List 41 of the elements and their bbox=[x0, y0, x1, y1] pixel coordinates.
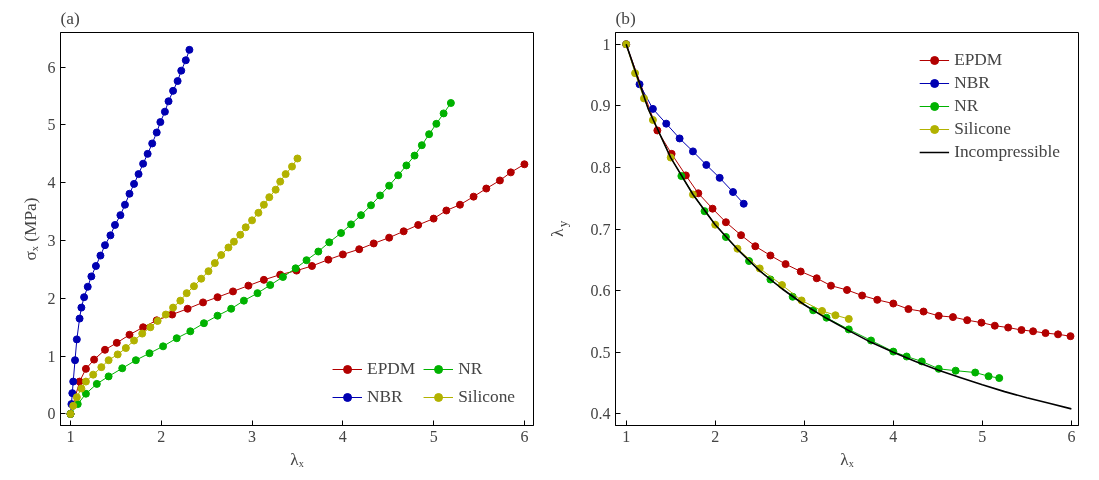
y-tick-label: 0.5 bbox=[590, 343, 611, 361]
x-tick-label: 3 bbox=[248, 427, 257, 445]
x-tick-label: 3 bbox=[800, 427, 809, 445]
legend-label: EPDM bbox=[954, 50, 1003, 70]
y-tick-label: 0.6 bbox=[590, 282, 611, 300]
x-tick-label: 5 bbox=[429, 427, 438, 445]
x-tick-label: 2 bbox=[711, 427, 720, 445]
y-tick-label: 1 bbox=[47, 347, 56, 365]
y-tick-label: 1 bbox=[602, 35, 611, 53]
y-tick-label: 3 bbox=[47, 232, 56, 250]
legend-label: Incompressible bbox=[954, 142, 1060, 162]
x-tick-label: 2 bbox=[157, 427, 166, 445]
legend-label: Silicone bbox=[458, 387, 515, 407]
y-tick-label: 0.4 bbox=[590, 405, 611, 423]
y-tick-label: 0.7 bbox=[590, 220, 611, 238]
x-tick-label: 1 bbox=[66, 427, 75, 445]
y-axis-title: λy bbox=[548, 220, 570, 237]
x-tick-label: 6 bbox=[1067, 427, 1076, 445]
x-tick-label: 5 bbox=[978, 427, 987, 445]
legend-label: NR bbox=[954, 96, 979, 116]
y-tick-label: 5 bbox=[47, 116, 56, 134]
legend-label: NBR bbox=[367, 387, 403, 407]
x-axis-title: λₓ bbox=[840, 449, 855, 469]
y-tick-label: 2 bbox=[47, 289, 56, 307]
legend-label: EPDM bbox=[367, 359, 416, 379]
x-tick-label: 4 bbox=[889, 427, 898, 445]
x-axis-title: λₓ bbox=[290, 449, 305, 469]
legend-label: NR bbox=[458, 359, 483, 379]
legend-label: Silicone bbox=[954, 119, 1011, 139]
y-axis-title: σₓ (MPa) bbox=[20, 197, 40, 261]
x-tick-label: 6 bbox=[520, 427, 529, 445]
y-tick-label: 6 bbox=[47, 58, 56, 76]
chart-title: (b) bbox=[615, 8, 636, 28]
y-tick-label: 0 bbox=[47, 405, 56, 423]
legend-label: NBR bbox=[954, 73, 990, 93]
y-tick-label: 0.9 bbox=[590, 97, 611, 115]
y-tick-label: 0.8 bbox=[590, 158, 611, 176]
chart-title: (a) bbox=[60, 8, 80, 28]
y-tick-label: 4 bbox=[47, 174, 56, 192]
x-tick-label: 4 bbox=[338, 427, 347, 445]
x-tick-label: 1 bbox=[622, 427, 631, 445]
